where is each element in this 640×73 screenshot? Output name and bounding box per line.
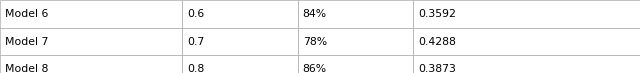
Text: 84%: 84% (303, 9, 327, 19)
Text: 86%: 86% (303, 64, 327, 73)
Text: Model 6: Model 6 (5, 9, 49, 19)
Bar (0, 55, 182, 73)
Text: 0.3873: 0.3873 (418, 64, 456, 73)
Text: 78%: 78% (303, 37, 327, 47)
Bar (298, 0, 413, 28)
Text: Model 8: Model 8 (5, 64, 49, 73)
Bar (298, 55, 413, 73)
Text: 0.8: 0.8 (188, 64, 205, 73)
Bar (182, 28, 298, 55)
Text: 0.7: 0.7 (188, 37, 205, 47)
Bar (413, 28, 640, 55)
Bar (0, 28, 182, 55)
Bar (298, 28, 413, 55)
Text: 0.6: 0.6 (188, 9, 205, 19)
Bar (413, 55, 640, 73)
Text: 0.4288: 0.4288 (418, 37, 456, 47)
Text: 0.3592: 0.3592 (418, 9, 456, 19)
Bar (182, 0, 298, 28)
Bar (413, 0, 640, 28)
Bar (182, 55, 298, 73)
Bar (0, 0, 182, 28)
Text: Model 7: Model 7 (5, 37, 49, 47)
